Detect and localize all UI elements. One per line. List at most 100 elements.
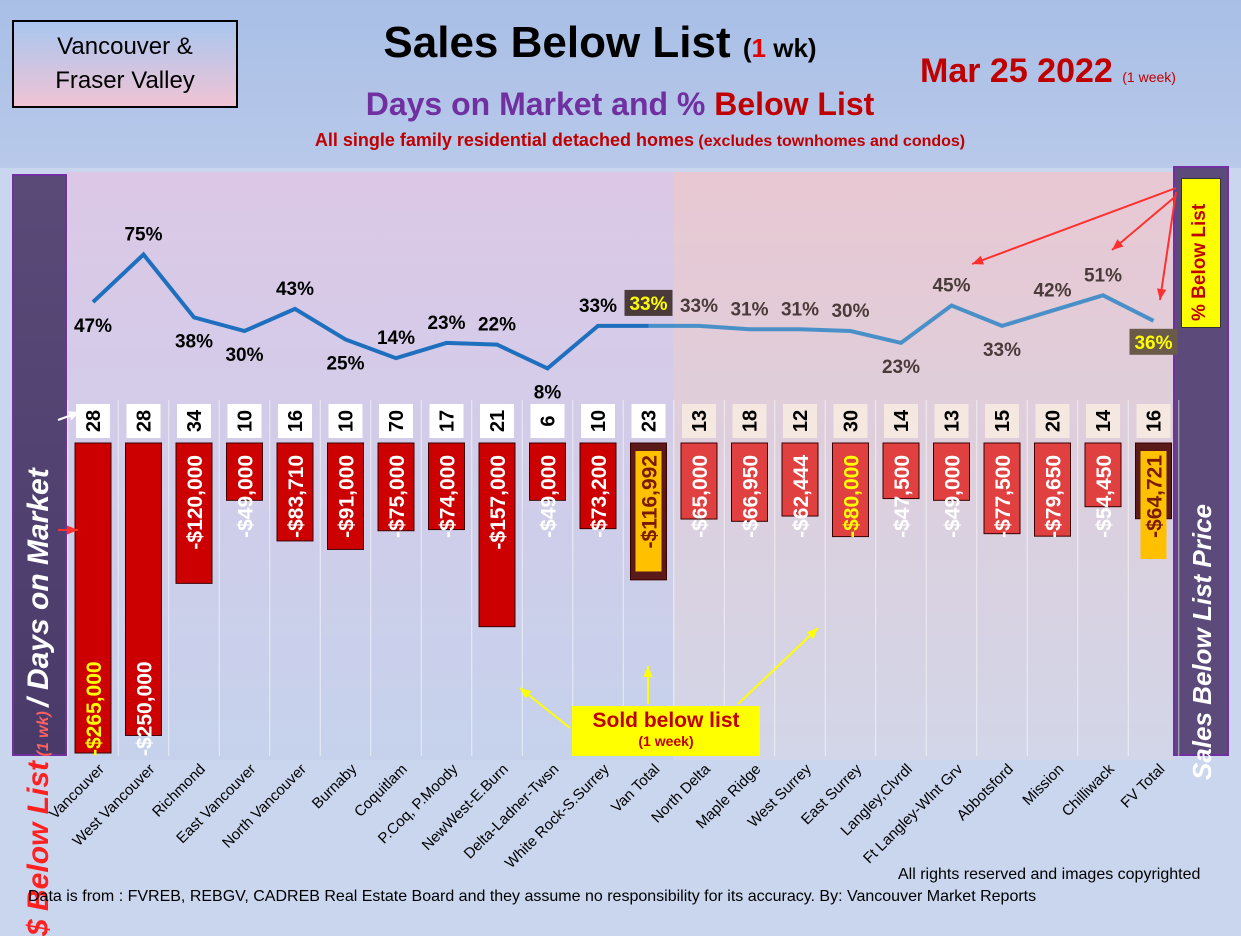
bar-below-list	[933, 442, 970, 501]
days-on-market-value: 13	[942, 410, 964, 432]
bar-below-list	[175, 442, 213, 584]
amount-label: -$80,000	[841, 455, 864, 538]
amount-label: -$49,000	[538, 455, 561, 538]
days-on-market-box	[76, 404, 110, 438]
amount-label: -$77,500	[992, 455, 1015, 538]
days-on-market-value: 20	[1043, 410, 1065, 432]
left-axis-panel: $ Below List (1 wk) / Days on Market	[12, 174, 67, 936]
chart-title: Sales Below List (1 wk)	[300, 18, 900, 68]
days-on-market-box	[682, 404, 716, 438]
days-on-market-value: 10	[336, 410, 358, 432]
days-on-market-box	[833, 404, 868, 438]
days-on-market-value: 28	[134, 410, 156, 432]
report-date: Mar 25 2022 (1 week)	[920, 52, 1176, 90]
bar-below-list	[983, 442, 1021, 535]
pct-below-list-label: 31%	[781, 299, 819, 320]
pct-below-list-label: 30%	[225, 345, 263, 366]
bar-below-list	[276, 442, 314, 542]
region-line-2: Fraser Valley	[55, 67, 195, 94]
legend-arrow-head	[972, 255, 984, 265]
days-on-market-box	[732, 404, 767, 438]
legend-arrow	[1111, 195, 1177, 251]
category-label: FV Total	[1118, 761, 1169, 812]
below-list-pointer-arrow-head	[66, 525, 78, 535]
days-on-market-value: 14	[891, 409, 913, 432]
days-on-market-value: 28	[83, 410, 105, 432]
amount-label: -$91,000	[336, 455, 359, 538]
sold-below-list-callout: Sold below list (1 week)	[572, 706, 760, 756]
days-on-market-box	[631, 404, 666, 438]
pct-below-list-label: 75%	[124, 225, 162, 246]
days-on-market-value: 10	[235, 410, 257, 432]
legend-arrow-head	[1156, 288, 1167, 300]
days-on-market-value: 10	[588, 410, 610, 432]
days-on-market-value: 14	[1093, 409, 1115, 432]
category-label: Mission	[1019, 761, 1067, 809]
pct-below-list-label: 36%	[1134, 333, 1172, 354]
category-label: NewWest-E.Burn	[419, 761, 512, 854]
amount-label: -$54,450	[1093, 455, 1116, 538]
chart-note: All single family residential detached h…	[314, 130, 966, 150]
pct-below-list-label: 33%	[983, 340, 1021, 361]
callout-arrow-head	[806, 628, 818, 640]
pct-below-list-label: 33%	[680, 296, 718, 317]
days-on-market-box	[985, 404, 1019, 438]
pct-below-list-label: 25%	[326, 354, 364, 375]
legend-arrow	[1159, 191, 1177, 301]
days-on-market-value: 6	[538, 415, 560, 426]
amount-label-highlight	[1140, 451, 1167, 559]
days-on-market-box	[328, 404, 363, 438]
days-on-market-value: 18	[740, 410, 762, 432]
days-on-market-box	[783, 404, 817, 438]
days-on-market-value: 15	[992, 410, 1014, 432]
amount-label: -$250,000	[134, 661, 157, 756]
amount-label: -$120,000	[184, 455, 207, 550]
amount-label: -$79,650	[1043, 455, 1066, 538]
days-on-market-box	[1035, 404, 1070, 438]
amount-label: -$62,444	[790, 455, 813, 538]
bar-below-list	[832, 442, 869, 538]
legend-arrow-head	[1112, 239, 1124, 250]
days-on-market-box	[1136, 404, 1171, 438]
bar-below-list	[377, 442, 415, 532]
amount-label: -$75,000	[386, 455, 409, 538]
pct-below-list-label: 23%	[427, 313, 465, 334]
days-on-market-box	[581, 404, 615, 438]
category-label: Burnaby	[309, 760, 361, 812]
amount-label: -$265,000	[83, 661, 106, 756]
pct-below-list-line-fraser-valley	[648, 293, 1155, 346]
amount-label: -$83,710	[285, 455, 308, 538]
days-on-market-box	[177, 404, 211, 438]
days-on-market-box	[429, 404, 464, 438]
days-on-market-value: 17	[437, 410, 459, 432]
pct-below-list-label: 51%	[1084, 265, 1122, 286]
amount-label: -$47,500	[891, 455, 914, 538]
pct-below-list-label: 33%	[629, 294, 667, 315]
callout-arrow-head	[520, 688, 532, 699]
pct-below-list-label: 38%	[175, 331, 213, 352]
category-label: Delta-Ladner-Twsn	[461, 761, 563, 863]
days-on-market-value: 30	[841, 410, 863, 432]
bar-below-list	[226, 442, 263, 501]
bar-below-list	[731, 442, 768, 522]
pct-label-highlight	[1129, 328, 1178, 355]
pct-below-list-line-vancouver	[91, 251, 649, 371]
days-on-market-value: 16	[285, 410, 307, 432]
days-on-market-box	[934, 404, 969, 438]
pct-below-list-label: 47%	[74, 316, 112, 337]
chart-subtitle: Days on Market and % Below List	[365, 86, 875, 122]
region-box: Vancouver & Fraser Valley	[12, 20, 238, 108]
days-on-market-value: 70	[386, 410, 408, 432]
days-on-market-value: 21	[487, 410, 509, 432]
amount-label: -$49,000	[235, 455, 258, 538]
days-on-market-value: 12	[790, 410, 812, 432]
pct-below-list-label: 31%	[730, 299, 768, 320]
data-source-note: Data is from : FVREB, REBGV, CADREB Real…	[28, 888, 1037, 905]
bar-below-list	[428, 442, 465, 531]
amount-label: -$73,200	[588, 455, 611, 538]
pct-below-list-label: 42%	[1033, 281, 1071, 302]
days-on-market-box	[884, 404, 918, 438]
bar-below-list	[579, 442, 617, 530]
bar-below-list	[327, 442, 364, 550]
days-on-market-value: 16	[1144, 410, 1166, 432]
